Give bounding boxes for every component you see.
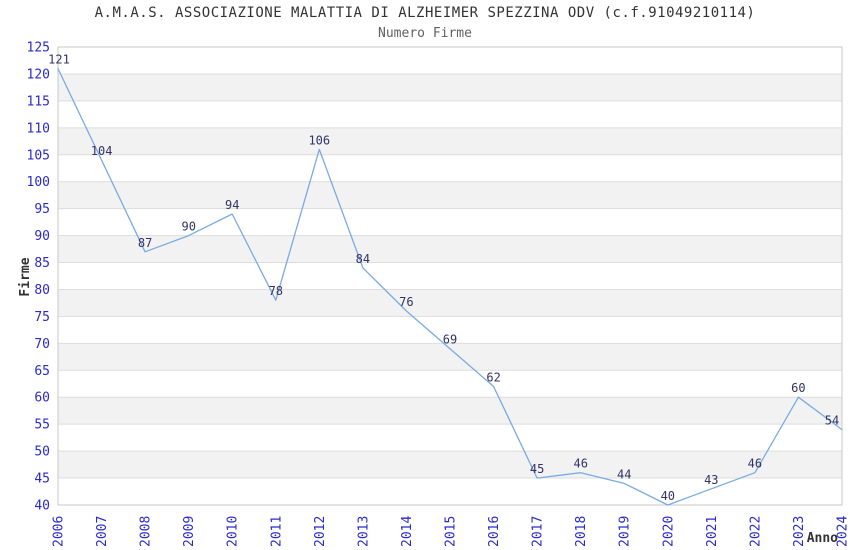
x-tick-label: 2019 bbox=[618, 516, 633, 547]
plot-band bbox=[58, 154, 842, 182]
data-point-label: 104 bbox=[91, 144, 113, 158]
y-tick-label: 65 bbox=[34, 364, 50, 379]
data-point-label: 54 bbox=[825, 414, 839, 428]
plot-band bbox=[58, 289, 842, 317]
x-tick-label: 2014 bbox=[400, 516, 415, 547]
x-tick-label: 2011 bbox=[269, 516, 284, 547]
data-point-label: 87 bbox=[138, 236, 152, 250]
plot-band bbox=[58, 262, 842, 290]
data-point-label: 40 bbox=[661, 489, 675, 503]
y-tick-label: 90 bbox=[34, 229, 50, 244]
x-tick-label: 2020 bbox=[661, 516, 676, 547]
data-point-label: 90 bbox=[181, 220, 195, 234]
plot-band bbox=[58, 73, 842, 101]
y-tick-label: 125 bbox=[27, 41, 50, 56]
y-tick-label: 120 bbox=[27, 67, 50, 82]
x-tick-label: 2018 bbox=[574, 516, 589, 547]
plot-band bbox=[58, 424, 842, 452]
x-tick-label: 2013 bbox=[356, 516, 371, 547]
plot-band bbox=[58, 451, 842, 479]
plot-band bbox=[58, 47, 842, 74]
data-point-label: 106 bbox=[308, 133, 330, 147]
data-point-label: 76 bbox=[399, 295, 413, 309]
y-tick-label: 45 bbox=[34, 472, 50, 487]
plot-band bbox=[58, 316, 842, 344]
data-point-label: 60 bbox=[791, 381, 805, 395]
x-tick-label: 2022 bbox=[748, 516, 763, 547]
y-tick-label: 40 bbox=[34, 499, 50, 514]
y-tick-label: 60 bbox=[34, 391, 50, 406]
x-tick-label: 2008 bbox=[139, 516, 154, 547]
plot-band bbox=[58, 100, 842, 128]
x-tick-label: 2023 bbox=[792, 516, 807, 547]
y-tick-label: 85 bbox=[34, 256, 50, 271]
data-point-label: 44 bbox=[617, 467, 631, 481]
y-tick-label: 115 bbox=[27, 94, 50, 109]
x-tick-label: 2009 bbox=[182, 516, 197, 547]
data-point-label: 45 bbox=[530, 462, 544, 476]
chart-subtitle: Numero Firme bbox=[378, 26, 472, 41]
x-tick-label: 2006 bbox=[52, 516, 67, 547]
y-tick-label: 100 bbox=[27, 175, 50, 190]
x-tick-label: 2021 bbox=[705, 516, 720, 547]
plot-band bbox=[58, 370, 842, 398]
plot-band bbox=[58, 235, 842, 263]
x-tick-label: 2016 bbox=[487, 516, 502, 547]
data-point-label: 84 bbox=[356, 252, 370, 266]
data-point-label: 43 bbox=[704, 473, 718, 487]
x-tick-label: 2015 bbox=[444, 516, 459, 547]
chart-title: A.M.A.S. ASSOCIAZIONE MALATTIA DI ALZHEI… bbox=[94, 5, 756, 21]
plot-band bbox=[58, 208, 842, 236]
data-point-label: 94 bbox=[225, 198, 239, 212]
y-tick-label: 55 bbox=[34, 418, 50, 433]
data-line bbox=[57, 67, 843, 506]
x-tick-label: 2024 bbox=[836, 516, 850, 547]
data-point-label: 78 bbox=[269, 284, 283, 298]
plot-band bbox=[58, 478, 842, 505]
data-point-label: 46 bbox=[573, 457, 587, 471]
plot-band bbox=[58, 127, 842, 155]
plot-band bbox=[58, 397, 842, 425]
x-tick-label: 2010 bbox=[226, 516, 241, 547]
y-axis-title: Firme bbox=[18, 257, 33, 296]
data-point-label: 69 bbox=[443, 333, 457, 347]
y-tick-label: 95 bbox=[34, 202, 50, 217]
plot-band bbox=[58, 343, 842, 371]
x-tick-label: 2017 bbox=[531, 516, 546, 547]
x-tick-label: 2012 bbox=[313, 516, 328, 547]
data-point-label: 46 bbox=[748, 457, 762, 471]
x-tick-label: 2007 bbox=[95, 516, 110, 547]
data-point-label: 121 bbox=[48, 53, 70, 67]
y-tick-label: 105 bbox=[27, 148, 50, 163]
y-tick-label: 50 bbox=[34, 445, 50, 460]
plot-band bbox=[58, 181, 842, 209]
y-tick-label: 110 bbox=[27, 121, 50, 136]
y-tick-label: 70 bbox=[34, 337, 50, 352]
data-point-label: 62 bbox=[486, 371, 500, 385]
y-tick-label: 75 bbox=[34, 310, 50, 325]
x-axis-title: Anno bbox=[807, 531, 838, 546]
plot-border bbox=[57, 46, 843, 506]
y-tick-label: 80 bbox=[34, 283, 50, 298]
